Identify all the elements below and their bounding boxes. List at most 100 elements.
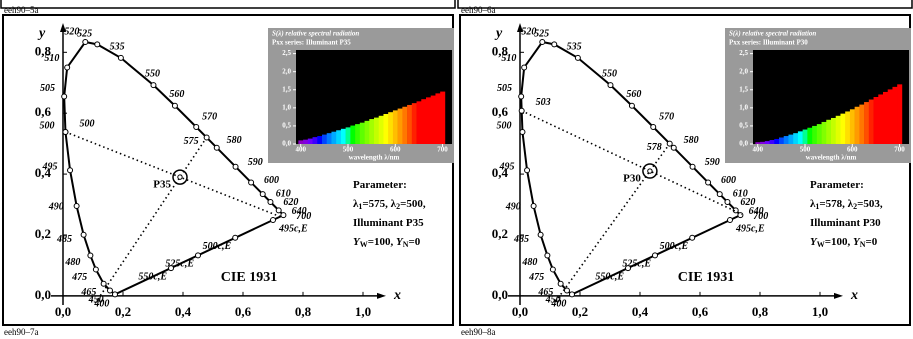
inset-x-label: wavelength λ/nm	[349, 154, 400, 162]
parameter-text: Illuminant P30	[810, 217, 881, 229]
locus-label: 485	[513, 234, 529, 245]
spectrum-bar	[378, 115, 384, 144]
spectrum-bar	[807, 127, 813, 144]
parameter-text: Y	[396, 236, 404, 248]
locus-point	[213, 144, 220, 151]
locus-label: 700	[753, 211, 768, 222]
locus-point	[117, 54, 124, 61]
spectrum-bar	[350, 125, 356, 144]
spectrum-bar	[426, 97, 432, 144]
chart-panel: x y 0,0 0,2 0,4 0,6 0,8 1,0 0,0 0,2 0,4 0,6 0,8 CIE 1…	[2, 14, 454, 326]
inset-y-tick-label: 0,0	[739, 140, 748, 148]
locus-point	[650, 123, 657, 130]
purple-point	[689, 234, 696, 241]
spectrum-bar	[312, 137, 318, 144]
locus-point	[87, 252, 94, 259]
x-axis-label: x	[850, 288, 858, 303]
parameter-text: Illuminant P35	[353, 217, 424, 229]
spectrum-bar	[421, 99, 427, 144]
parameter-line: Illuminant P30	[810, 217, 881, 229]
x-tick-label: 0,0	[512, 304, 528, 319]
locus-point	[275, 207, 282, 214]
parameter-text: 1	[815, 202, 819, 211]
parameter-line: Parameter:	[353, 179, 407, 191]
locus-point	[61, 93, 68, 100]
x-tick-label: 0,4	[175, 304, 192, 319]
locus-point	[82, 39, 89, 46]
locus-label: 550	[145, 68, 160, 79]
parameter-text: Y	[810, 236, 818, 248]
dominant-label: 500	[79, 118, 94, 129]
locus-point	[280, 212, 287, 219]
locus-label: 525	[77, 29, 92, 40]
x-axis-arrow	[834, 292, 843, 299]
spectrum-bar	[322, 134, 328, 144]
parameter-text: =578, λ	[819, 198, 853, 210]
spectrum-bar	[397, 108, 403, 144]
locus-point	[537, 231, 544, 238]
inset-y-tick-label: 1,5	[282, 85, 291, 93]
spectrum-bar	[793, 133, 799, 144]
locus-point	[267, 199, 274, 206]
locus-label: 495	[41, 162, 57, 173]
spectrum-bar	[868, 99, 874, 144]
spectrum-bar	[364, 120, 370, 144]
purple-label: 525c,E	[622, 259, 651, 270]
corner-label: eeh90–5a	[4, 5, 38, 15]
locus-point	[628, 102, 635, 109]
locus-label: 700	[296, 211, 311, 222]
inset-y-tick-label: 0,0	[282, 140, 291, 148]
spectrum-bar	[355, 124, 361, 144]
inset-y-tick-label: 1,5	[739, 85, 748, 93]
spectrum-bar	[864, 102, 870, 144]
illuminant-label: P35	[153, 179, 171, 191]
locus-point	[92, 266, 99, 273]
spectrum-bar	[859, 104, 865, 144]
spectrum-bar	[816, 124, 822, 144]
spectrum-bar	[854, 106, 860, 144]
dominant-point	[203, 134, 210, 141]
locus-label: 550	[602, 68, 617, 79]
locus-point	[232, 163, 239, 170]
y-tick-label: 0,6	[492, 104, 509, 119]
parameter-text: 2	[396, 202, 400, 211]
locus-point	[724, 199, 731, 206]
inset-subtitle: Pxx series: Illuminant P35	[272, 39, 351, 47]
spectrum-bar	[383, 113, 389, 144]
parameter-line: λ1=578, λ2=503,	[810, 198, 883, 211]
locus-label: 520	[64, 27, 79, 38]
locus-label: 600	[264, 175, 279, 186]
locus-label: 610	[276, 188, 291, 199]
locus-label: 465	[80, 287, 96, 298]
dominant-label: 503	[536, 97, 551, 108]
x-axis-arrow	[377, 292, 386, 299]
spectrum-bar	[331, 131, 337, 144]
locus-label: 590	[248, 157, 263, 168]
purple-point	[168, 265, 174, 272]
y-tick-label: 0,0	[492, 287, 508, 302]
spectrum-bar	[826, 119, 832, 144]
y-axis-arrow	[517, 23, 523, 32]
y-tick-label: 0,2	[492, 226, 508, 241]
locus-point	[64, 64, 71, 71]
x-tick-label: 0,6	[235, 304, 252, 319]
locus-point	[67, 167, 74, 174]
illuminant-point	[647, 168, 653, 174]
locus-label: 490	[48, 202, 64, 213]
parameter-text: 1	[358, 202, 362, 211]
locus-point	[519, 128, 526, 135]
locus-point	[670, 144, 677, 151]
locus-point	[524, 167, 531, 174]
locus-point	[568, 291, 575, 298]
purple-label: 495c,E	[278, 223, 308, 234]
locus-point	[557, 280, 564, 287]
inset-x-tick-label: 600	[390, 146, 401, 154]
illuminant-ring	[172, 169, 188, 185]
parameter-text: N	[860, 240, 866, 249]
spectrum-bar	[369, 119, 375, 144]
locus-point	[193, 123, 200, 130]
locus-point	[150, 82, 157, 89]
parameter-text: λ	[810, 198, 816, 210]
locus-point	[106, 287, 113, 294]
x-tick-label: 0,4	[632, 304, 649, 319]
